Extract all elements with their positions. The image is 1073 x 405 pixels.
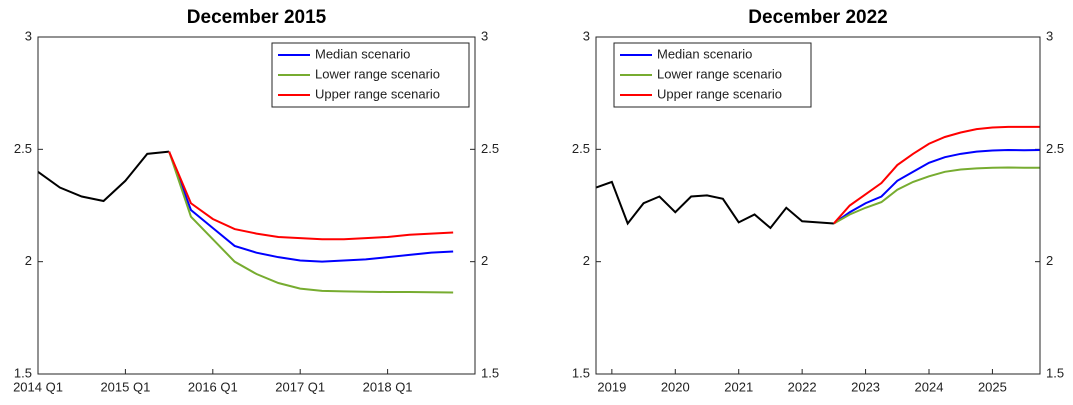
legend-label: Upper range scenario [315,86,440,101]
y-tick-label: 2 [583,253,590,268]
x-tick-label: 2019 [597,379,626,394]
y2-tick-label: 2 [481,253,488,268]
legend-label: Median scenario [657,46,752,61]
y2-tick-label: 3 [1046,28,1053,43]
x-tick-label: 2016 Q1 [188,379,238,394]
line-series [168,151,454,294]
y-tick-label: 3 [583,28,590,43]
line-series [833,149,1041,225]
x-tick-label: 2014 Q1 [13,379,63,394]
y2-tick-label: 2.5 [1046,141,1064,156]
line-series [168,151,454,263]
line-series [168,151,454,241]
y-tick-label: 2 [25,253,32,268]
y2-tick-label: 2.5 [481,141,499,156]
legend-label: Median scenario [315,46,410,61]
line-series [833,166,1040,225]
legend-label: Lower range scenario [657,66,782,81]
x-tick-label: 2024 [915,379,944,394]
y-tick-label: 1.5 [14,365,32,380]
x-tick-label: 2015 Q1 [100,379,150,394]
x-tick-label: 2021 [724,379,753,394]
x-tick-label: 2022 [788,379,817,394]
y-tick-label: 2.5 [572,141,590,156]
y2-tick-label: 1.5 [481,365,499,380]
line-series [833,125,1040,225]
line-series [595,180,834,230]
x-tick-label: 2020 [661,379,690,394]
x-tick-label: 2025 [978,379,1007,394]
y2-tick-label: 3 [481,28,488,43]
y2-tick-label: 2 [1046,253,1053,268]
x-tick-label: 2018 Q1 [363,379,413,394]
y2-tick-label: 1.5 [1046,365,1064,380]
x-tick-label: 2017 Q1 [275,379,325,394]
legend-label: Lower range scenario [315,66,440,81]
y-tick-label: 3 [25,28,32,43]
legend-label: Upper range scenario [657,86,782,101]
chart-title: December 2022 [748,7,887,28]
axes-box [595,36,1041,375]
y-tick-label: 1.5 [572,365,590,380]
chart-title: December 2015 [187,7,327,28]
axes-box [37,36,476,375]
line-series [37,150,170,203]
y-tick-label: 2.5 [14,141,32,156]
x-tick-label: 2023 [851,379,880,394]
